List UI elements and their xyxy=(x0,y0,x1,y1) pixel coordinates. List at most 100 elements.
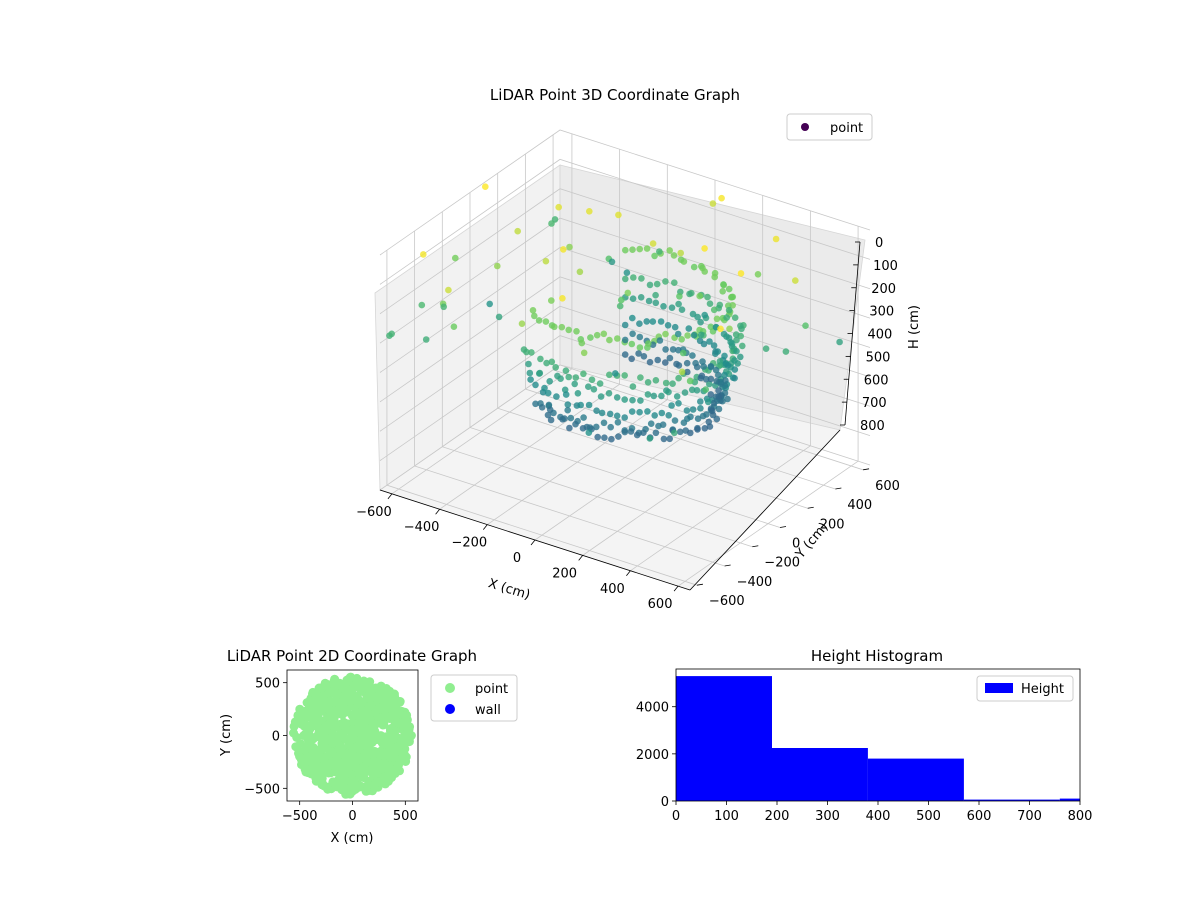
point-2d xyxy=(306,743,315,753)
y-tick-mark-3d xyxy=(696,583,703,586)
point-3d xyxy=(636,344,644,351)
point-3d xyxy=(652,299,660,307)
point-3d xyxy=(615,211,622,219)
point-3d xyxy=(686,377,694,385)
point-3d xyxy=(629,314,636,322)
point-2d xyxy=(297,760,306,770)
point-2d xyxy=(359,676,369,686)
point-3d xyxy=(598,409,606,417)
point-3d xyxy=(637,397,644,404)
point-3d xyxy=(713,378,720,385)
grid-line-z xyxy=(379,364,871,491)
x-axis-label-2d: X (cm) xyxy=(331,831,374,846)
point-3d xyxy=(494,262,501,270)
y-axis-label-2d: Y (cm) xyxy=(219,714,234,757)
point-3d xyxy=(694,426,701,433)
z-tick-label-3d: 300 xyxy=(869,305,894,320)
point-3d xyxy=(588,376,596,384)
point-3d xyxy=(638,275,645,282)
point-3d xyxy=(601,434,608,442)
point-2d xyxy=(371,747,381,757)
point-3d xyxy=(678,306,686,314)
point-3d xyxy=(548,220,555,227)
histogram: Height Histogram 0 100 200 300 400 500 600 700 8… xyxy=(636,647,1093,824)
point-3d xyxy=(527,376,534,383)
point-3d xyxy=(535,317,543,324)
point-3d xyxy=(737,270,745,277)
point-3d xyxy=(710,399,718,407)
point-2d xyxy=(351,781,361,790)
point-3d xyxy=(762,345,770,353)
point-3d xyxy=(525,360,532,368)
point-3d xyxy=(560,246,567,253)
point-2d xyxy=(292,732,302,742)
point-3d xyxy=(422,336,430,343)
point-3d xyxy=(664,322,672,329)
x-tick-mark-3d xyxy=(435,508,440,515)
point-2d xyxy=(371,683,381,693)
point-3d xyxy=(606,371,613,379)
point-3d xyxy=(699,358,706,365)
grid-line-z xyxy=(379,335,871,461)
point-3d xyxy=(666,354,674,362)
point-3d xyxy=(567,414,575,422)
point-3d xyxy=(671,417,679,424)
point-3d xyxy=(586,208,593,215)
point-3d xyxy=(673,360,680,368)
point-3d xyxy=(733,347,740,355)
point-3d xyxy=(585,383,592,391)
point-3d xyxy=(649,240,657,247)
z-tick-label-3d: 100 xyxy=(873,259,898,274)
grid-line-z xyxy=(379,188,871,315)
x-tick-mark-3d xyxy=(673,585,679,592)
point-3d xyxy=(662,346,669,353)
x-tick-label-3d: 0 xyxy=(513,551,521,566)
point-3d xyxy=(630,274,637,281)
point-3d xyxy=(710,306,718,314)
point-3d xyxy=(629,396,636,404)
hist-x-tick-label: 200 xyxy=(765,809,790,824)
point-3d xyxy=(580,414,587,421)
point-2d xyxy=(321,758,331,767)
point-3d xyxy=(440,303,448,311)
point-2d xyxy=(389,689,399,699)
point-2d xyxy=(355,699,365,709)
point-3d xyxy=(662,379,670,387)
point-3d xyxy=(706,300,714,308)
point-3d xyxy=(573,328,580,335)
ticks-2d: −500 0 500 −500 0 500 xyxy=(244,677,417,824)
point-3d xyxy=(722,377,729,384)
point-3d xyxy=(684,368,691,376)
point-3d xyxy=(585,429,593,437)
point-3d xyxy=(544,389,552,397)
point-3d xyxy=(452,254,459,262)
point-2d xyxy=(296,719,306,729)
point-3d xyxy=(546,378,553,385)
x-tick-mark-3d xyxy=(482,524,488,530)
point-3d xyxy=(644,379,652,386)
point-2d xyxy=(361,786,371,796)
z-axis-label-3d: H (cm) xyxy=(907,305,922,349)
x-tick-mark-3d xyxy=(387,493,393,500)
point-2d xyxy=(321,699,331,709)
histogram-bars xyxy=(676,676,1080,801)
point-3d xyxy=(564,406,571,414)
point-3d xyxy=(647,420,655,428)
hist-x-tick-label: 500 xyxy=(916,809,941,824)
point-3d xyxy=(718,194,725,202)
point-3d xyxy=(836,338,843,346)
z-tick-label-3d: 700 xyxy=(862,396,887,411)
point-3d xyxy=(486,300,494,308)
point-2d xyxy=(387,747,397,757)
point-3d xyxy=(514,227,521,235)
point-3d xyxy=(555,203,562,211)
point-3d xyxy=(622,246,629,254)
point-3d xyxy=(687,413,694,421)
histogram-bar xyxy=(1059,798,1080,801)
point-3d xyxy=(645,340,652,347)
x-tick-label-2d: 0 xyxy=(348,809,356,824)
point-3d xyxy=(687,429,694,437)
point-3d xyxy=(689,310,697,318)
point-3d xyxy=(621,372,628,379)
x-tick-label-2d: 500 xyxy=(393,809,418,824)
